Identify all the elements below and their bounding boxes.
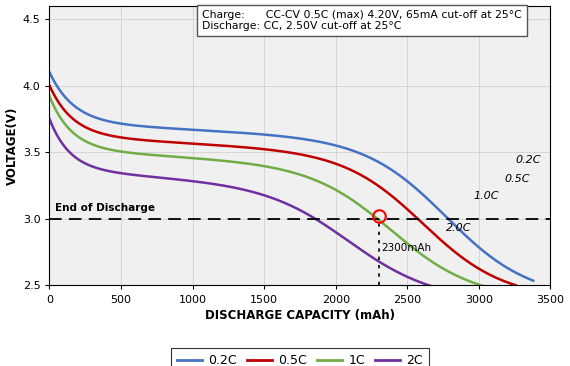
Legend: 0.2C, 0.5C, 1C, 2C: 0.2C, 0.5C, 1C, 2C <box>171 348 429 366</box>
Text: 2300mAh: 2300mAh <box>381 243 431 253</box>
Text: 2.0C: 2.0C <box>446 223 471 233</box>
Text: 0.2C: 0.2C <box>515 155 541 165</box>
Y-axis label: VOLTAGE(V): VOLTAGE(V) <box>6 107 19 185</box>
Text: 1.0C: 1.0C <box>473 191 499 201</box>
Text: End of Discharge: End of Discharge <box>55 203 155 213</box>
Text: Charge:      CC-CV 0.5C (max) 4.20V, 65mA cut-off at 25°C
Discharge: CC, 2.50V c: Charge: CC-CV 0.5C (max) 4.20V, 65mA cut… <box>202 10 522 31</box>
Text: 0.5C: 0.5C <box>504 174 530 184</box>
X-axis label: DISCHARGE CAPACITY (mAh): DISCHARGE CAPACITY (mAh) <box>205 309 395 322</box>
